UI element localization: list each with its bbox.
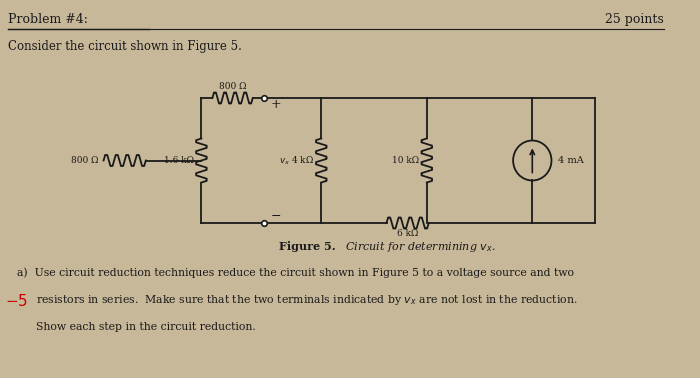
Text: Consider the circuit shown in Figure 5.: Consider the circuit shown in Figure 5. (8, 40, 241, 53)
Text: 4 mA: 4 mA (558, 156, 584, 165)
Text: 800 Ω: 800 Ω (219, 82, 246, 91)
Text: resistors in series.  Make sure that the two terminals indicated by $v_x$ are no: resistors in series. Make sure that the … (36, 293, 578, 307)
Text: 10 kΩ: 10 kΩ (392, 156, 419, 165)
Text: +: + (270, 98, 281, 111)
Text: $-5$: $-5$ (5, 293, 28, 309)
Text: 6 kΩ: 6 kΩ (397, 229, 419, 238)
Text: a)  Use circuit reduction techniques reduce the circuit shown in Figure 5 to a v: a) Use circuit reduction techniques redu… (18, 268, 574, 278)
Text: 800 Ω: 800 Ω (71, 156, 99, 165)
Text: Problem #4:: Problem #4: (8, 13, 88, 26)
Text: 1.6 kΩ: 1.6 kΩ (164, 156, 194, 165)
Text: Circuit for determining $v_x$.: Circuit for determining $v_x$. (337, 240, 496, 254)
Text: Figure 5.: Figure 5. (279, 241, 336, 252)
Text: 25 points: 25 points (605, 13, 664, 26)
Text: Show each step in the circuit reduction.: Show each step in the circuit reduction. (36, 322, 256, 332)
Text: −: − (270, 210, 281, 223)
Text: $v_x$ 4 kΩ: $v_x$ 4 kΩ (279, 154, 314, 167)
